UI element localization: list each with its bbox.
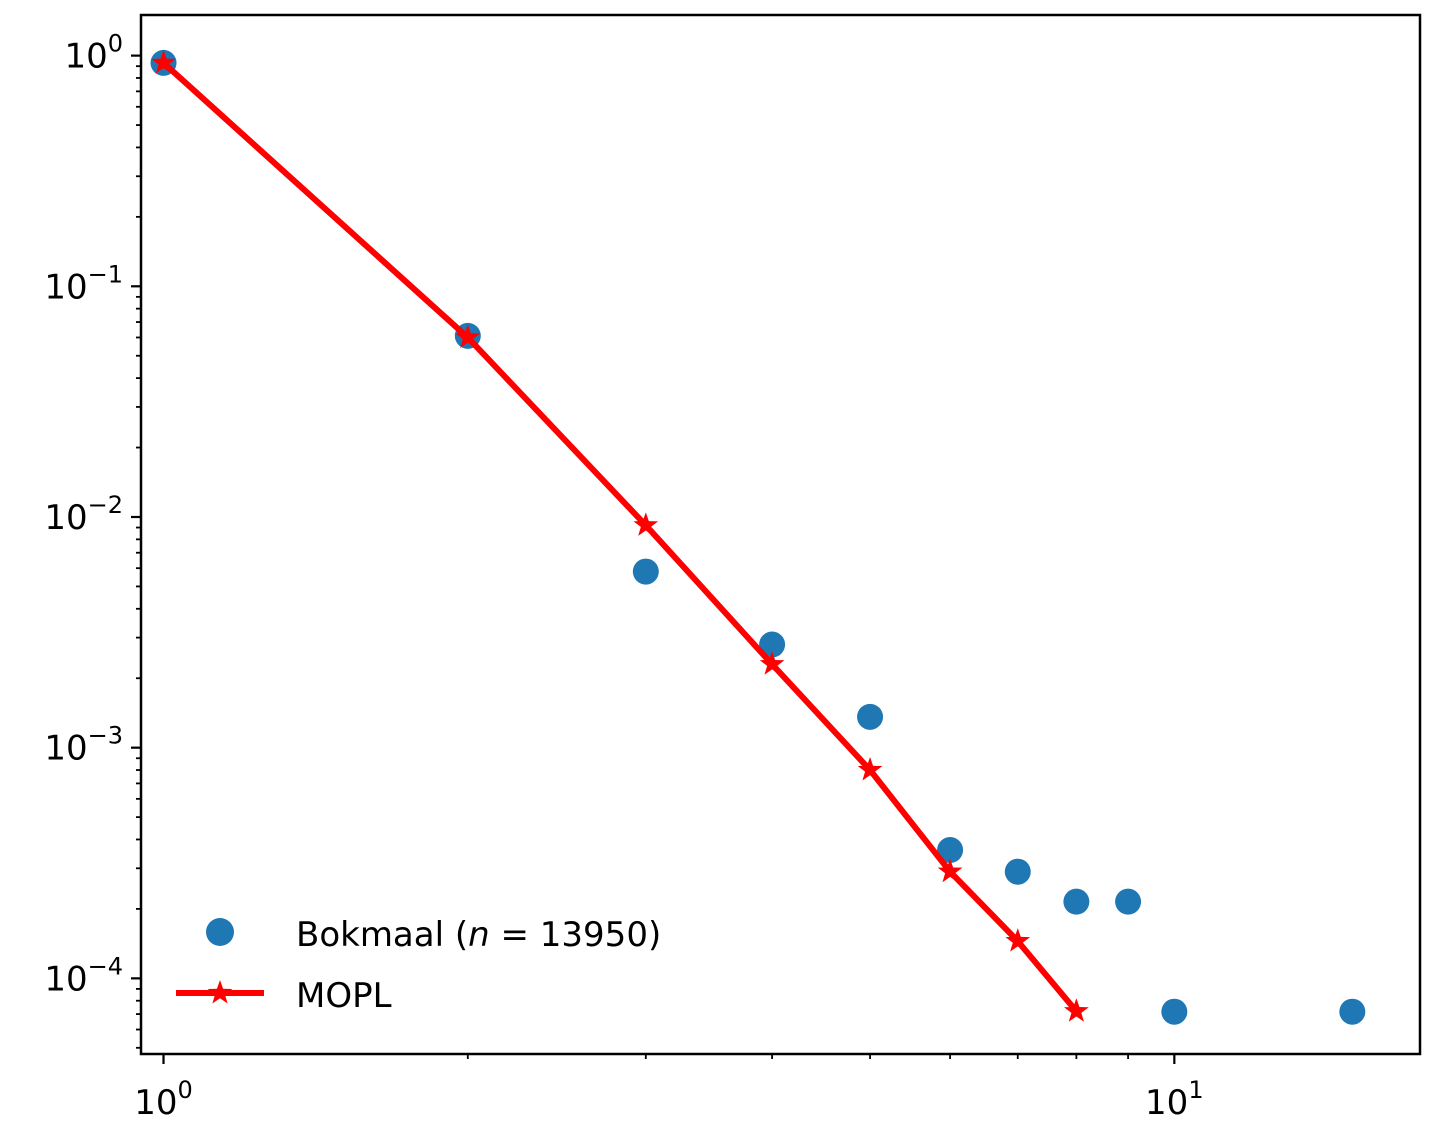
legend-label-mopl: MOPL	[296, 976, 392, 1016]
y-tick-label: 10−3	[44, 722, 123, 769]
x-tick-label: 101	[1145, 1076, 1204, 1123]
bokmaal-point	[1115, 888, 1142, 915]
bokmaal-point	[1339, 998, 1366, 1025]
mopl-point	[759, 651, 785, 675]
bokmaal-point	[1063, 888, 1090, 915]
series-layer	[150, 49, 1366, 1025]
mopl-point	[937, 858, 963, 883]
bokmaal-point	[759, 631, 786, 658]
y-tick-label: 10−2	[44, 491, 123, 538]
tick-labels: 100 10−1 10−2 10−3 10−4 100 101	[44, 30, 1203, 1123]
y-tick-label: 10−4	[44, 952, 123, 999]
bokmaal-point	[1004, 858, 1031, 885]
mopl-point	[455, 324, 481, 348]
bokmaal-point	[632, 558, 659, 585]
mopl-point	[633, 512, 659, 536]
mopl-line	[161, 60, 1079, 1014]
bokmaal-point	[857, 703, 884, 730]
series-mopl	[151, 49, 1089, 1022]
bokmaal-point	[1161, 998, 1188, 1025]
mopl-point	[151, 49, 176, 74]
bokmaal-point	[937, 837, 964, 864]
legend-label-bokmaal: Bokmaal (n = 13950)	[296, 915, 661, 955]
plot-frame	[139, 13, 1422, 1056]
y-tick-label: 100	[64, 30, 123, 77]
legend-marker-bokmaal	[206, 918, 234, 946]
mopl-point	[857, 757, 883, 781]
legend-marker-mopl	[207, 980, 233, 1004]
mopl-point	[1005, 928, 1031, 952]
y-tick-label: 10−1	[44, 260, 123, 307]
legend: Bokmaal (n = 13950) MOPL	[176, 915, 661, 1016]
mopl-point	[1064, 998, 1089, 1022]
x-tick-label: 100	[134, 1076, 193, 1123]
major-ticks	[131, 54, 1176, 1064]
